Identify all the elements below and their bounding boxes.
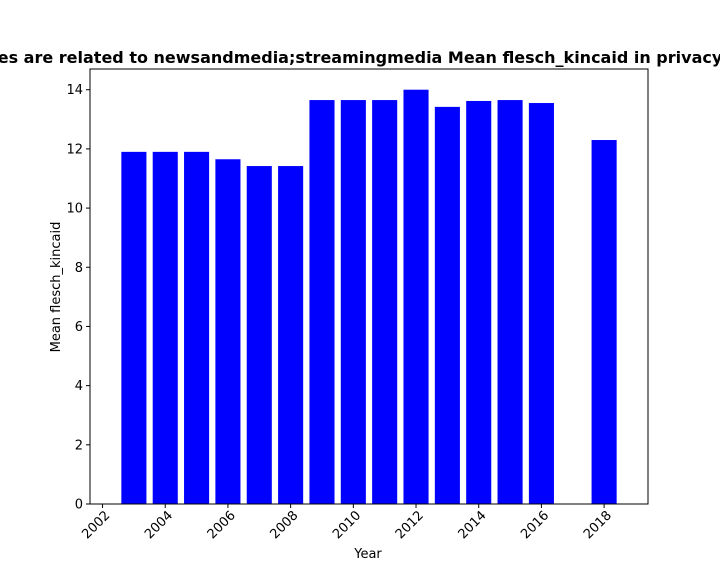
bar-2004 xyxy=(152,151,178,505)
y-tick-label: 4 xyxy=(75,379,83,394)
bars-group xyxy=(121,89,617,505)
y-tick-label: 14 xyxy=(66,83,83,98)
bar-2012 xyxy=(403,89,429,505)
y-axis-label: Mean flesch_kincaid xyxy=(49,222,64,353)
bar-2005 xyxy=(184,151,210,505)
y-axis-ticks: 0 2 4 6 8 10 12 14 xyxy=(66,83,90,513)
bar-2006 xyxy=(215,159,241,504)
bar-2016 xyxy=(528,103,554,504)
bar-2011 xyxy=(372,100,398,504)
y-tick-label: 8 xyxy=(75,261,83,276)
bar-2018 xyxy=(591,140,617,504)
y-tick-label: 0 xyxy=(75,498,83,513)
bar-2009 xyxy=(309,100,335,504)
bar-2013 xyxy=(434,106,460,504)
plot-frame xyxy=(89,68,649,505)
bar-2008 xyxy=(278,166,304,504)
chart-title: es are related to newsandmedia;streaming… xyxy=(0,48,720,67)
y-tick-label: 12 xyxy=(66,142,83,157)
y-tick-label: 2 xyxy=(75,438,83,453)
bar-2015 xyxy=(497,100,523,504)
x-axis-label: Year xyxy=(353,547,382,562)
y-tick-label: 10 xyxy=(66,202,83,217)
bar-2014 xyxy=(466,100,492,505)
y-tick-label: 6 xyxy=(75,320,83,335)
bar-2003 xyxy=(121,151,147,505)
bar-2007 xyxy=(246,166,272,504)
bar-2010 xyxy=(340,100,366,504)
